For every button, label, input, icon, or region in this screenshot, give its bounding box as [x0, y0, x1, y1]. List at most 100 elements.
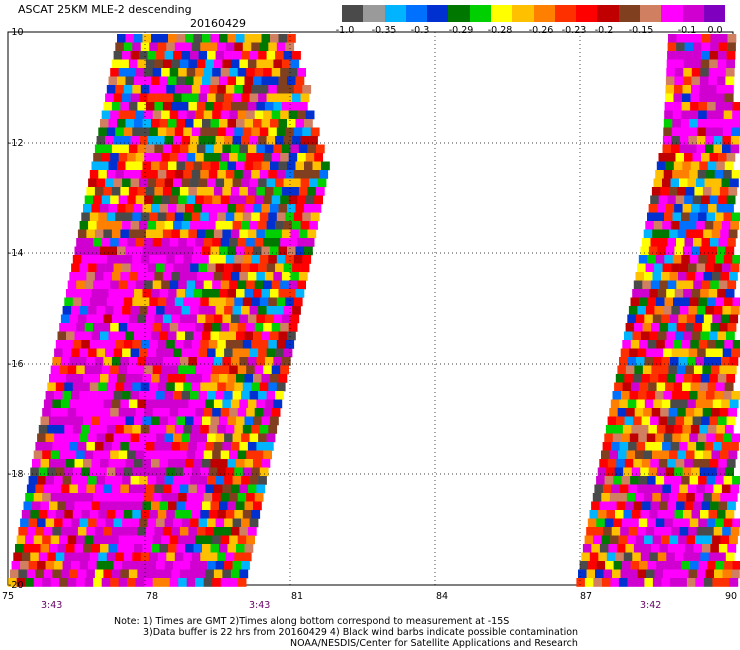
- swath-cell: [636, 484, 646, 494]
- swath-cell: [79, 263, 89, 273]
- swath-cell: [700, 289, 709, 298]
- colorbar-ticks: -1.0 -0.35 -0.3 -0.29 -0.28 -0.26 -0.23 -0.2 -0.…: [335, 25, 735, 37]
- swath-cell: [171, 484, 181, 494]
- swath-cell: [236, 374, 245, 383]
- swath-cell: [149, 42, 159, 52]
- swath-cell: [696, 306, 706, 315]
- swath-cell: [645, 527, 655, 536]
- swath-cell: [655, 212, 665, 222]
- swath-cell: [173, 221, 182, 230]
- swath-cell: [125, 331, 135, 341]
- swath-cell: [191, 425, 201, 434]
- swath-cell: [217, 255, 227, 264]
- swath-cell: [627, 399, 637, 409]
- swath-cell: [717, 510, 726, 519]
- swath-cell: [630, 476, 639, 485]
- swath-cell: [637, 569, 647, 579]
- swath-cell: [117, 416, 126, 426]
- swath-cell: [276, 170, 286, 179]
- swath-cell: [709, 51, 719, 60]
- swath-cell: [66, 459, 75, 468]
- swath-cell: [247, 272, 257, 281]
- lat-label-20: -20: [8, 580, 24, 591]
- swath-cell: [700, 59, 710, 69]
- swath-cell: [225, 127, 235, 137]
- swath-cell: [183, 127, 193, 137]
- swath-cell: [270, 161, 279, 171]
- swath-cell: [315, 187, 325, 196]
- swath-cell: [100, 544, 109, 553]
- swath-cell: [689, 476, 699, 485]
- swath-cell: [230, 59, 240, 69]
- swath-cell: [91, 204, 101, 213]
- swath-cell: [684, 238, 694, 247]
- swath-cell: [72, 255, 82, 264]
- swath-cell: [237, 280, 247, 290]
- swath-cell: [117, 289, 126, 298]
- swath-cell: [8, 578, 17, 587]
- swath-cell: [605, 561, 614, 570]
- swath-cell: [151, 501, 160, 511]
- swath-cell: [676, 42, 685, 52]
- swath-cell: [89, 510, 99, 519]
- swath-cell: [227, 76, 237, 86]
- swath-cell: [208, 85, 218, 94]
- swath-cell: [237, 238, 247, 247]
- swath-cell: [76, 365, 85, 375]
- swath-cell: [213, 569, 223, 579]
- swath-cell: [66, 501, 75, 511]
- swath-cell: [52, 399, 62, 409]
- swath-cell: [694, 187, 704, 196]
- swath-cell: [639, 297, 648, 307]
- swath-cell: [261, 204, 271, 213]
- swath-cell: [130, 51, 140, 60]
- swath-cell: [283, 93, 293, 103]
- swath-cell: [251, 425, 261, 434]
- swath-cell: [117, 331, 126, 341]
- swath-cell: [193, 289, 203, 298]
- swath-cell: [147, 561, 157, 570]
- swath-cell: [675, 374, 685, 383]
- swath-cell: [62, 348, 72, 358]
- swath-cell: [712, 399, 722, 409]
- swath-cell: [309, 136, 318, 145]
- swath-cell: [18, 527, 28, 536]
- swath-cell: [713, 136, 723, 145]
- swath-cell: [161, 323, 170, 332]
- swath-cell: [682, 204, 692, 213]
- swath-cell: [264, 187, 274, 196]
- swath-cell: [18, 569, 28, 579]
- swath-cell: [98, 255, 108, 264]
- swath-cell: [709, 195, 719, 205]
- swath-cell: [134, 544, 143, 553]
- swath-cell: [210, 34, 220, 43]
- swath-cell: [614, 382, 623, 392]
- swath-cell: [676, 365, 686, 375]
- swath-cell: [581, 552, 591, 562]
- swath-cell: [222, 569, 232, 579]
- swath-cell: [679, 442, 688, 451]
- swath-cell: [633, 544, 643, 553]
- swath-cell: [183, 85, 193, 94]
- swath-cell: [266, 348, 276, 358]
- swath-cell: [139, 518, 148, 528]
- swath-cell: [88, 476, 97, 485]
- swath-cell: [219, 374, 228, 383]
- swath-cell: [264, 229, 274, 239]
- swath-cell: [242, 255, 252, 264]
- swath-cell: [712, 314, 722, 324]
- swath-cell: [120, 357, 130, 366]
- swath-cell: [690, 425, 700, 434]
- swath-cell: [105, 348, 114, 358]
- swath-cell: [145, 569, 155, 579]
- swath-cell: [278, 34, 288, 43]
- colorbar-swatch: [512, 5, 534, 22]
- swath-cell: [715, 297, 725, 307]
- swath-cell: [188, 527, 198, 536]
- swath-cell: [641, 331, 650, 341]
- swath-cell: [110, 323, 119, 332]
- swath-cell: [610, 399, 620, 409]
- swath-cell: [42, 535, 51, 545]
- swath-cell: [162, 314, 172, 324]
- swath-cell: [174, 552, 184, 562]
